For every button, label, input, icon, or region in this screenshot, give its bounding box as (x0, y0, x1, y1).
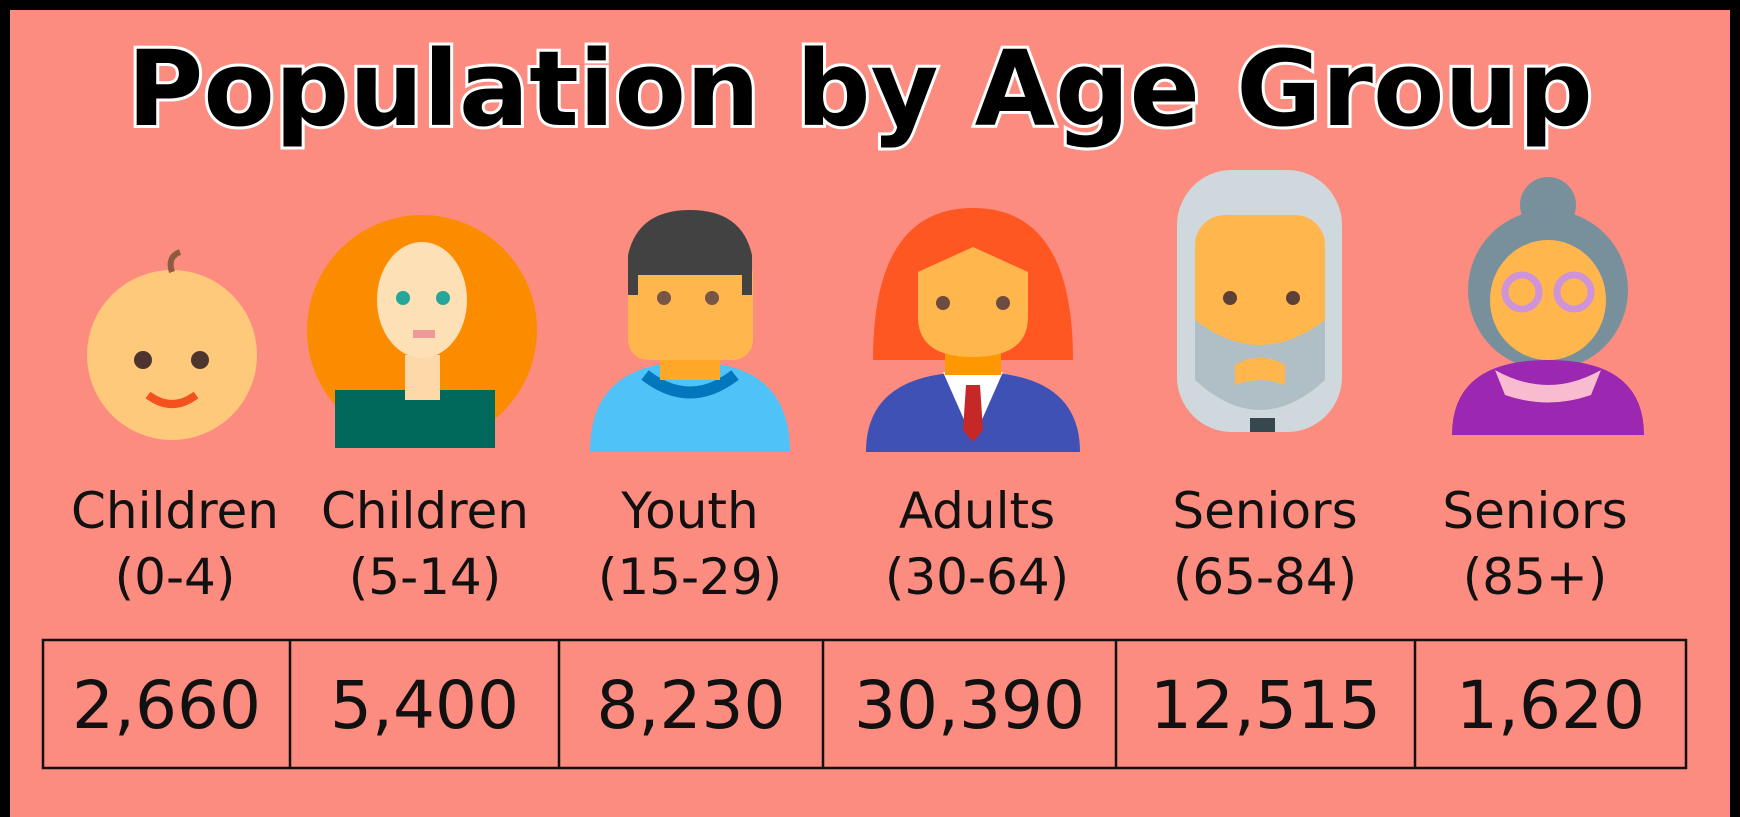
group-range: (30-64) (885, 548, 1069, 606)
group-value: 8,230 (597, 667, 786, 744)
group-name: Children (71, 482, 279, 540)
group-value: 12,515 (1150, 667, 1381, 744)
title: Population by Age Group (127, 28, 1593, 150)
group-range: (5-14) (349, 548, 502, 606)
group-range: (65-84) (1173, 548, 1357, 606)
group-value: 1,620 (1456, 667, 1645, 744)
group-range: (15-29) (598, 548, 782, 606)
group-value: 2,660 (72, 667, 261, 744)
group-name: Youth (620, 482, 758, 540)
group-value: 30,390 (854, 667, 1085, 744)
group-name: Adults (899, 482, 1055, 540)
group-range: (0-4) (115, 548, 236, 606)
group-name: Seniors (1442, 482, 1627, 540)
infographic: Population by Age Group (0, 0, 1740, 817)
group-name: Seniors (1172, 482, 1357, 540)
group-value: 5,400 (330, 667, 519, 744)
icon-senior-man (1177, 170, 1342, 432)
group-name: Children (321, 482, 529, 540)
group-range: (85+) (1463, 548, 1608, 606)
